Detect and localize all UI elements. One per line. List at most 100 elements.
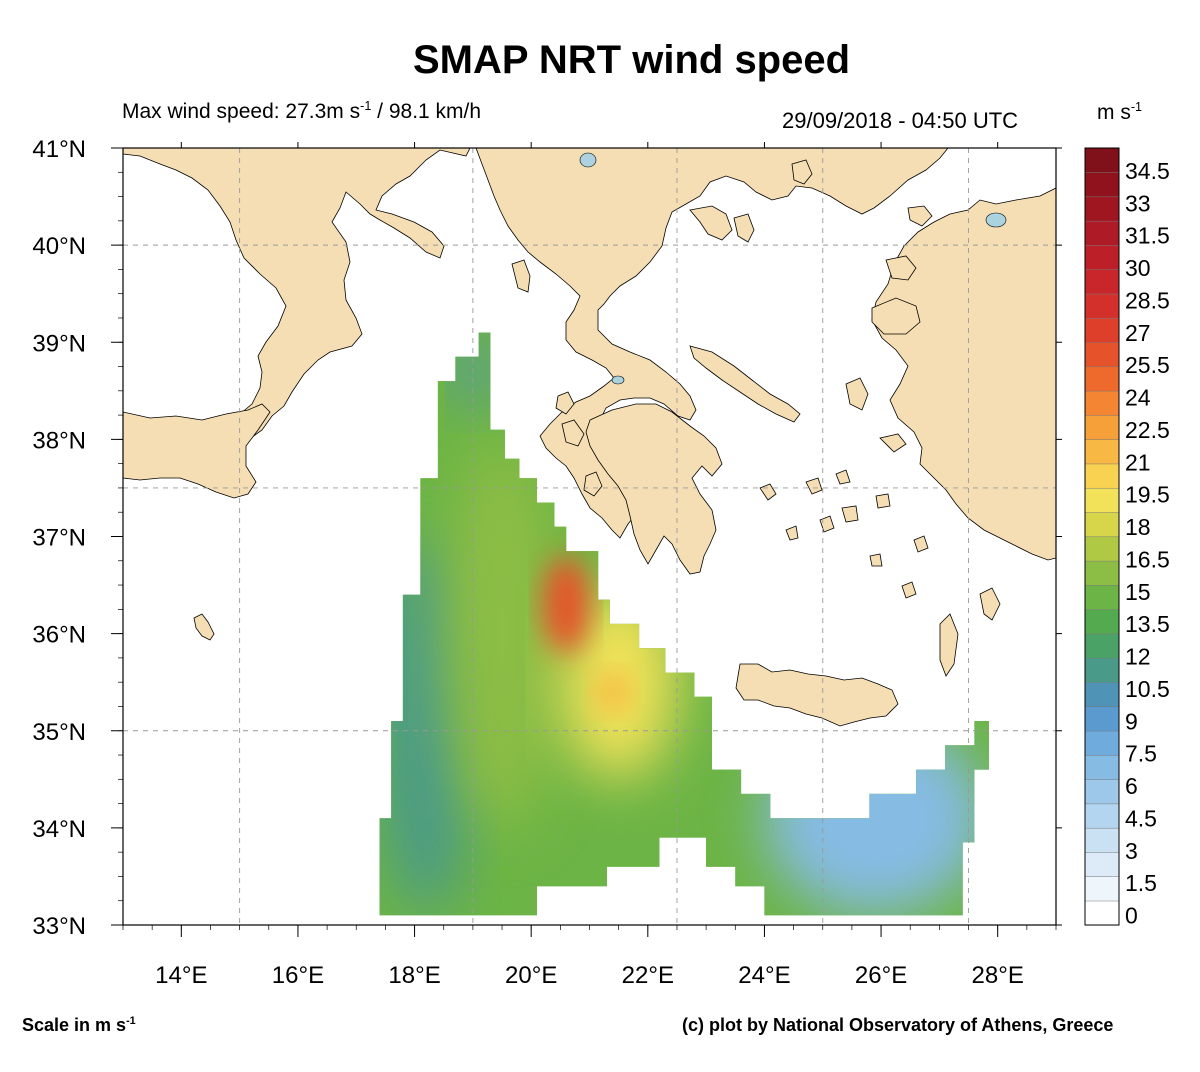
colorbar-swatch bbox=[1084, 827, 1120, 853]
x-tick-label: 22°E bbox=[622, 962, 674, 989]
colorbar-label: 28.5 bbox=[1125, 287, 1170, 313]
y-tick-label: 39°N bbox=[32, 330, 86, 357]
colorbar: 01.534.567.5910.51213.51516.51819.52122.… bbox=[1084, 147, 1170, 929]
colorbar-label: 19.5 bbox=[1125, 482, 1170, 508]
max-wind-readout: Max wind speed: 27.3m s-1 / 98.1 km/h bbox=[122, 100, 481, 124]
colorbar-swatch bbox=[1084, 342, 1120, 368]
colorbar-swatch bbox=[1084, 851, 1120, 877]
x-tick-label: 28°E bbox=[972, 962, 1024, 989]
colorbar-label: 10.5 bbox=[1125, 676, 1170, 702]
colorbar-label: 6 bbox=[1125, 773, 1138, 799]
colorbar-swatch bbox=[1084, 463, 1120, 489]
land-east-aegean-islands bbox=[845, 297, 921, 453]
colorbar-swatch bbox=[1084, 244, 1120, 270]
colorbar-label: 1.5 bbox=[1125, 870, 1157, 896]
colorbar-label: 3 bbox=[1125, 838, 1138, 864]
y-tick-label: 34°N bbox=[32, 816, 86, 843]
x-tick-label: 20°E bbox=[505, 962, 557, 989]
colorbar-swatch bbox=[1084, 609, 1120, 635]
colorbar-swatch bbox=[1084, 293, 1120, 319]
x-tick-label: 16°E bbox=[272, 962, 324, 989]
colorbar-swatch bbox=[1084, 196, 1120, 222]
colorbar-unit: m s-1 bbox=[1097, 101, 1142, 125]
colorbar-swatch bbox=[1084, 439, 1120, 465]
colorbar-swatch bbox=[1084, 633, 1120, 659]
colorbar-swatch bbox=[1084, 584, 1120, 610]
land-italy bbox=[123, 148, 471, 449]
colorbar-swatch bbox=[1084, 803, 1120, 829]
colorbar-label: 13.5 bbox=[1125, 611, 1170, 637]
colorbar-swatch bbox=[1084, 366, 1120, 392]
colorbar-label: 0 bbox=[1125, 903, 1138, 929]
colorbar-label: 33 bbox=[1125, 190, 1151, 216]
colorbar-swatch bbox=[1084, 681, 1120, 708]
land-chalkidiki bbox=[689, 205, 755, 243]
land-euboea bbox=[689, 345, 801, 423]
x-tick-label: 18°E bbox=[388, 962, 440, 989]
colorbar-swatch bbox=[1084, 754, 1120, 780]
max-wind-suffix: / 98.1 km/h bbox=[371, 100, 482, 123]
colorbar-swatch bbox=[1084, 900, 1120, 926]
land-north-aegean-islands bbox=[791, 159, 933, 281]
y-tick-label: 41°N bbox=[32, 136, 86, 163]
wind-zone-6 bbox=[595, 672, 631, 712]
colorbar-label: 30 bbox=[1125, 255, 1151, 281]
colorbar-label: 21 bbox=[1125, 449, 1151, 475]
colorbar-swatch bbox=[1084, 487, 1120, 513]
land-cyclades bbox=[759, 469, 891, 567]
colorbar-label: 15 bbox=[1125, 579, 1151, 605]
max-wind-prefix: Max wind speed: 27.3m s bbox=[122, 100, 361, 123]
colorbar-swatch bbox=[1084, 779, 1120, 805]
colorbar-label: 12 bbox=[1125, 644, 1151, 670]
colorbar-swatch bbox=[1084, 220, 1120, 246]
max-wind-exponent: -1 bbox=[360, 99, 372, 113]
map-title: SMAP NRT wind speed bbox=[412, 38, 851, 82]
colorbar-unit-base: m s bbox=[1097, 101, 1131, 124]
land-dodecanese bbox=[901, 535, 1001, 677]
latitude-axis: 33°N 34°N 35°N 36°N 37°N 38°N 39°N 40°N 41°N bbox=[32, 136, 1062, 940]
land-sicily bbox=[123, 403, 271, 499]
colorbar-swatch bbox=[1084, 657, 1120, 683]
colorbar-label: 22.5 bbox=[1125, 417, 1170, 443]
plot-credit: (c) plot by National Observatory of Athe… bbox=[682, 1015, 1114, 1035]
colorbar-label: 31.5 bbox=[1125, 223, 1170, 249]
y-tick-label: 33°N bbox=[32, 913, 86, 940]
colorbar-swatch bbox=[1084, 730, 1120, 756]
observation-timestamp: 29/09/2018 - 04:50 UTC bbox=[782, 108, 1019, 133]
scale-note-exponent: -1 bbox=[126, 1015, 136, 1027]
colorbar-swatch bbox=[1084, 317, 1120, 343]
land-crete bbox=[735, 663, 899, 727]
x-tick-label: 24°E bbox=[738, 962, 790, 989]
scale-note: Scale in m s-1 bbox=[22, 1015, 136, 1036]
colorbar-label: 4.5 bbox=[1125, 805, 1157, 831]
colorbar-swatch bbox=[1084, 706, 1120, 732]
scale-note-base: Scale in m s bbox=[22, 1015, 127, 1035]
colorbar-label: 34.5 bbox=[1125, 158, 1170, 184]
colorbar-swatch bbox=[1084, 269, 1120, 295]
colorbar-swatch bbox=[1084, 414, 1120, 440]
land-ionian-islands bbox=[511, 259, 603, 497]
y-tick-label: 36°N bbox=[32, 622, 86, 649]
longitude-axis: 14°E 16°E 18°E 20°E 22°E 24°E 26°E 28°E bbox=[122, 142, 1057, 989]
colorbar-label: 27 bbox=[1125, 320, 1151, 346]
colorbar-label: 18 bbox=[1125, 514, 1151, 540]
colorbar-label: 25.5 bbox=[1125, 352, 1170, 378]
colorbar-swatch bbox=[1084, 147, 1120, 173]
colorbar-swatch bbox=[1084, 511, 1120, 538]
colorbar-frame bbox=[1084, 147, 1120, 926]
y-tick-label: 37°N bbox=[32, 525, 86, 552]
land-malta bbox=[193, 613, 215, 641]
x-tick-label: 26°E bbox=[855, 962, 907, 989]
wind-zone-5 bbox=[542, 555, 590, 654]
y-tick-label: 35°N bbox=[32, 719, 86, 746]
land-peloponnese bbox=[585, 403, 723, 575]
land-anatolia bbox=[871, 148, 1056, 561]
y-tick-label: 38°N bbox=[32, 427, 86, 454]
colorbar-swatch bbox=[1084, 172, 1120, 198]
colorbar-swatch bbox=[1084, 560, 1120, 586]
colorbar-label: 9 bbox=[1125, 708, 1138, 734]
colorbar-swatch bbox=[1084, 390, 1120, 416]
y-tick-label: 40°N bbox=[32, 233, 86, 260]
colorbar-label: 7.5 bbox=[1125, 741, 1157, 767]
